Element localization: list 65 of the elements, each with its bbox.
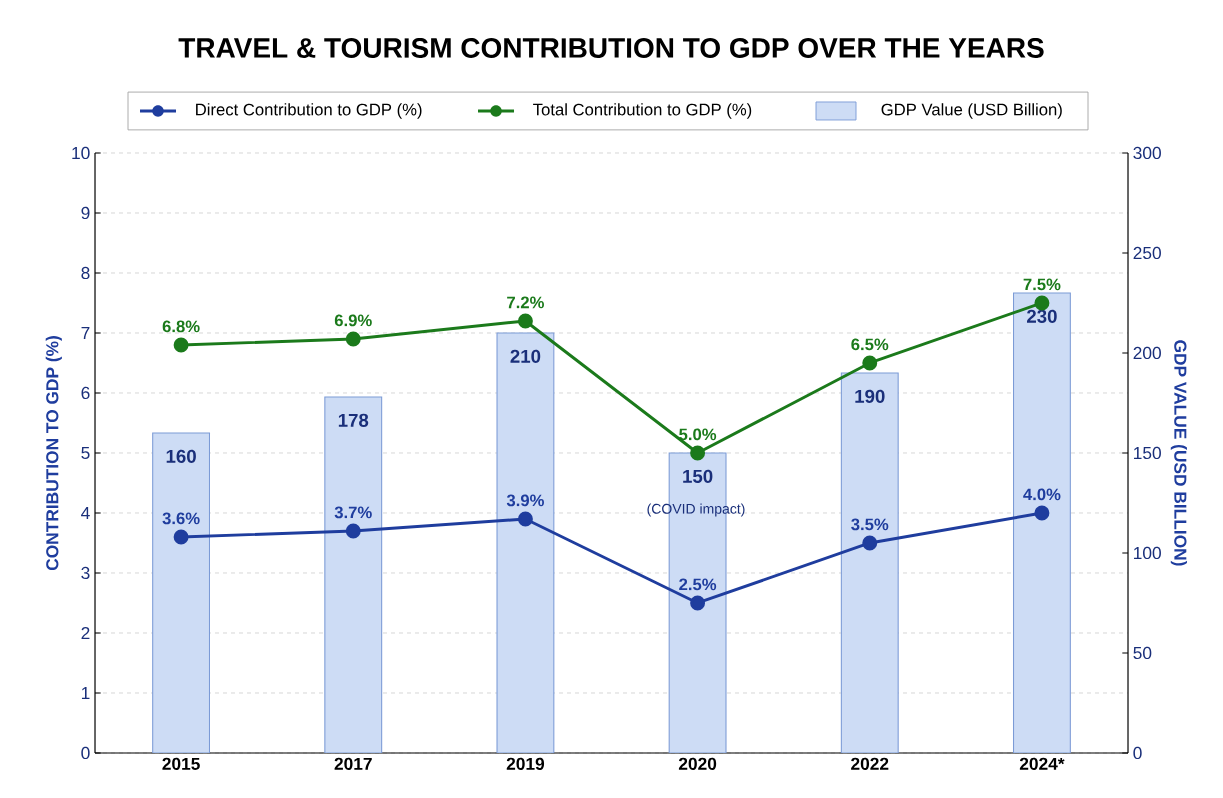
bar — [840, 372, 899, 753]
annotation: (COVID impact) — [647, 503, 745, 517]
y-tick-label: 8 — [81, 266, 90, 280]
x-tick-label: 2015 — [162, 757, 200, 770]
y2-tick-label: 300 — [1133, 146, 1161, 160]
data-label: 6.8% — [162, 320, 200, 333]
data-label: 7.5% — [1023, 278, 1061, 291]
y2-tick-label: 100 — [1134, 546, 1161, 560]
data-label: 5.0% — [679, 428, 717, 441]
y-tick-label: 10 — [72, 146, 90, 160]
y-tick-label: 5 — [81, 446, 90, 460]
data-label: 160 — [166, 449, 196, 463]
data-label: 3.6% — [162, 512, 200, 525]
y-tick-label: 4 — [81, 507, 90, 519]
x-tick-label: 2019 — [506, 757, 545, 770]
y-axis-title: CONTRIBUTION TO GDP (%) — [45, 336, 62, 571]
x-tick-label: 2020 — [678, 757, 717, 770]
y2-tick-label: 0 — [1133, 746, 1142, 760]
y2-axis-title: GDP VALUE (USD BILLION) — [1170, 340, 1187, 566]
data-label: 3.7% — [334, 506, 372, 519]
legend-label: GDP Value (USD Billion) — [881, 103, 1062, 119]
point — [690, 445, 706, 461]
bar — [152, 432, 211, 753]
point — [862, 535, 878, 551]
chart-title: TRAVEL & TOURISM CONTRIBUTION TO GDP OVER THE YEARS — [178, 38, 1044, 58]
y-tick-label: 0 — [81, 746, 90, 760]
bar — [1012, 292, 1071, 753]
y2-tick-label: 250 — [1133, 246, 1161, 260]
x-tick-label: 2024* — [1019, 757, 1065, 770]
point — [345, 523, 361, 539]
data-label: 2.5% — [679, 578, 717, 591]
data-label: 4.0% — [1023, 488, 1061, 501]
point — [690, 595, 706, 611]
bar — [324, 396, 383, 753]
y-tick-label: 1 — [81, 687, 90, 699]
point — [517, 511, 533, 527]
data-label: 210 — [510, 349, 541, 363]
point — [517, 313, 533, 329]
point — [1034, 505, 1050, 521]
y-tick-label: 6 — [81, 386, 90, 400]
data-label: 6.5% — [851, 338, 889, 351]
point — [862, 355, 878, 371]
y2-tick-label: 50 — [1133, 646, 1152, 660]
bar — [496, 332, 555, 753]
data-label: 150 — [683, 469, 713, 483]
y2-tick-label: 150 — [1134, 446, 1161, 460]
y2-tick-label: 200 — [1133, 346, 1161, 360]
x-tick-label: 2017 — [334, 757, 372, 770]
y-tick-label: 3 — [81, 566, 90, 580]
data-label: 7.2% — [507, 296, 544, 309]
x-tick-label: 2022 — [851, 757, 889, 770]
legend-label: Direct Contribution to GDP (%) — [196, 103, 422, 119]
data-label: 178 — [338, 413, 369, 427]
legend-label: Total Contribution to GDP (%) — [533, 103, 752, 119]
point — [173, 529, 189, 545]
y-tick-label: 9 — [81, 206, 90, 220]
data-label: 6.9% — [334, 314, 372, 327]
data-label: 3.5% — [851, 518, 889, 531]
data-label: 190 — [855, 389, 885, 403]
y-tick-label: 7 — [81, 327, 90, 339]
data-label: 3.9% — [506, 494, 544, 507]
y-tick-label: 2 — [81, 626, 90, 640]
data-label: 230 — [1027, 309, 1057, 323]
point — [173, 337, 189, 353]
point — [345, 331, 361, 347]
